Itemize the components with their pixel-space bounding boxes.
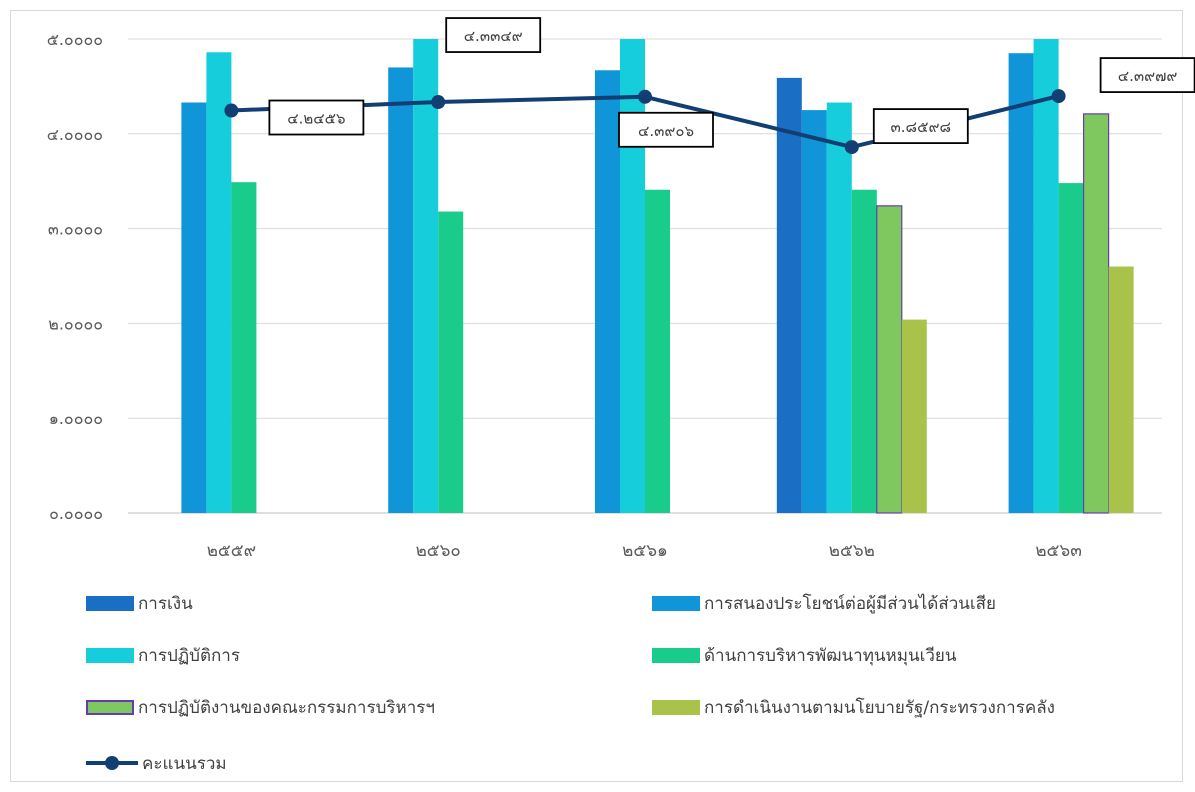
total-score-point xyxy=(638,89,652,104)
data-label: ๓.๘๕๙๘ xyxy=(891,118,952,136)
bar xyxy=(388,67,414,513)
y-tick-label: ๔.๐๐๐๐ xyxy=(47,125,103,144)
data-label: ๔.๒๔๕๖ xyxy=(287,110,345,128)
x-tick-label: ๒๕๕๙ xyxy=(207,541,256,561)
bar xyxy=(876,205,903,514)
y-tick-label: ๒.๐๐๐๐ xyxy=(48,314,103,333)
data-label: ๔.๓๙๗๙ xyxy=(1118,67,1178,85)
total-score-point xyxy=(844,140,859,155)
total-score-point xyxy=(224,103,239,118)
data-label: ๔.๓๓๔๙ xyxy=(464,27,523,45)
bar xyxy=(645,189,670,513)
bar xyxy=(826,102,852,514)
y-tick-label: ๑.๐๐๐๐ xyxy=(49,409,103,428)
chart-frame xyxy=(10,10,1183,782)
bar xyxy=(776,77,802,514)
bar xyxy=(1008,53,1034,513)
bar xyxy=(851,189,877,513)
bar xyxy=(1082,113,1110,514)
total-score-point xyxy=(1051,89,1066,104)
bar xyxy=(1033,39,1059,513)
total-score-point xyxy=(431,95,446,110)
y-tick-label: ๐.๐๐๐๐ xyxy=(49,504,103,523)
bar xyxy=(206,52,232,513)
data-label-box xyxy=(268,99,365,136)
bar xyxy=(413,39,439,513)
y-tick-label: ๓.๐๐๐๐ xyxy=(48,220,103,239)
data-label-box xyxy=(872,108,969,144)
x-tick-label: ๒๕๖๑ xyxy=(622,541,668,561)
x-tick-label: ๒๕๖๓ xyxy=(1035,541,1081,561)
bar xyxy=(595,70,620,513)
bar xyxy=(620,39,645,513)
bar xyxy=(901,319,927,513)
bar xyxy=(1058,183,1084,513)
bar xyxy=(231,182,257,513)
x-tick-label: ๒๕๖๐ xyxy=(416,541,461,561)
y-tick-label: ๕.๐๐๐๐ xyxy=(47,30,103,49)
data-label-box xyxy=(618,111,714,148)
data-label: ๔.๓๙๐๖ xyxy=(638,122,694,140)
bar xyxy=(181,102,207,514)
bar xyxy=(438,211,464,513)
bar xyxy=(801,110,827,513)
x-tick-label: ๒๕๖๒ xyxy=(829,541,875,561)
data-label-box xyxy=(445,17,542,53)
bar xyxy=(1108,266,1134,513)
data-label-box xyxy=(1099,57,1195,93)
